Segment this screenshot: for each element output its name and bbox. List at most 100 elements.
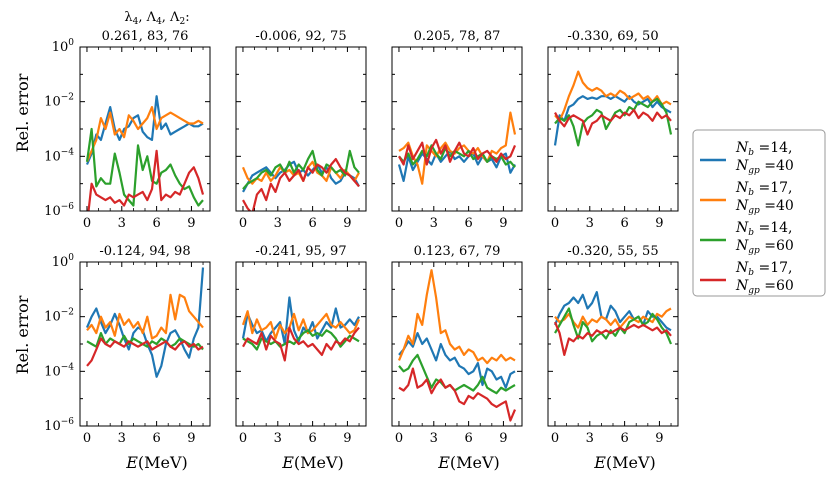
x-tick-label: 9	[343, 216, 351, 231]
panel-title: -0.241, 95, 97	[255, 244, 346, 259]
panel-title: -0.330, 69, 50	[567, 29, 658, 44]
panel-6: 0 3 6 9 -0.241, 95, 97	[235, 244, 367, 446]
series-group	[85, 267, 205, 378]
panel-title: -0.320, 55, 55	[567, 244, 658, 259]
series-line-2	[85, 105, 204, 163]
y-tick-label: 10−6	[44, 202, 74, 219]
series-line-1	[85, 95, 204, 165]
legend-label-nb: Nb =17,	[735, 180, 792, 198]
x-tick-label: 9	[499, 216, 507, 231]
series-line-3	[398, 144, 516, 169]
xlabel-col4: E(MeV)	[593, 453, 656, 472]
x-tick-label: 9	[655, 431, 663, 446]
y-tick-label: 10−2	[44, 93, 74, 110]
panel-5: 0 3 6 9 100 10−2 10−4 10−6 -0.124, 94, 98	[44, 244, 211, 446]
series-line-3	[398, 353, 516, 395]
legend-label-ngp: Ngp =40	[735, 158, 794, 176]
series-line-4	[86, 337, 204, 367]
panel-title: -0.006, 92, 75	[255, 29, 346, 44]
series-line-1	[85, 267, 205, 378]
x-tick-label: 3	[586, 431, 594, 446]
series-line-2	[554, 307, 672, 329]
series-line-1	[397, 149, 516, 182]
x-tick-label: 9	[187, 431, 195, 446]
series-line-1	[553, 95, 672, 146]
ylabel-top: Rel. error	[13, 73, 32, 152]
legend-label-nb: Nb =14,	[735, 220, 792, 238]
xlabel-col1: E(MeV)	[125, 453, 188, 472]
series-group	[553, 291, 673, 356]
xlabel-col3: E(MeV)	[437, 453, 500, 472]
x-tick-label: 0	[239, 431, 247, 446]
x-tick-label: 6	[620, 431, 628, 446]
ylabel-bottom: Rel. error	[13, 295, 32, 374]
x-tick-label: 3	[274, 431, 282, 446]
x-tick-label: 3	[586, 216, 594, 231]
x-tick-label: 3	[430, 216, 438, 231]
panel-title: 0.123, 67, 79	[414, 244, 501, 259]
panel-8: 0 3 6 9 -0.320, 55, 55	[547, 244, 679, 446]
series-group	[241, 149, 360, 211]
series-line-3	[242, 149, 360, 190]
xlabel-col2: E(MeV)	[281, 453, 344, 472]
plot-frame	[391, 46, 523, 212]
y-tick-label: 100	[52, 253, 75, 270]
plot-frame	[235, 46, 367, 212]
x-tick-label: 0	[551, 216, 559, 231]
panel-3: 0 3 6 9 0.205, 78, 87	[391, 29, 523, 231]
x-tick-label: 6	[464, 216, 472, 231]
x-tick-label: 3	[430, 431, 438, 446]
series-line-4	[242, 326, 360, 362]
x-tick-label: 9	[499, 431, 507, 446]
series-line-4	[398, 367, 517, 422]
series-line-4	[398, 138, 517, 166]
x-tick-label: 3	[118, 216, 126, 231]
y-tick-label: 100	[52, 38, 75, 55]
legend-label-ngp: Ngp =60	[735, 238, 794, 256]
panel-4: 0 3 6 9 -0.330, 69, 50	[547, 29, 679, 231]
series-line-1	[242, 160, 360, 193]
panel-title: 0.205, 78, 87	[414, 29, 501, 44]
series-line-1	[398, 332, 516, 389]
series-line-2	[86, 293, 204, 340]
x-tick-label: 0	[395, 431, 403, 446]
panel-grid: 0 3 6 9 100 10−2 10−4 10−6 0.261, 83, 76 0 3 6 9 -0.0…	[44, 29, 679, 446]
x-tick-label: 0	[239, 216, 247, 231]
series-line-2	[554, 70, 672, 122]
series-line-3	[554, 307, 673, 345]
x-tick-label: 6	[152, 431, 160, 446]
y-tick-label: 10−4	[44, 362, 74, 379]
x-tick-label: 6	[152, 216, 160, 231]
series-group	[397, 269, 517, 422]
panel-title: -0.124, 94, 98	[99, 244, 190, 259]
panel-7: 0 3 6 9 0.123, 67, 79	[391, 244, 523, 446]
y-tick-label: 10−4	[44, 147, 74, 164]
legend-label-ngp: Ngp =40	[735, 198, 794, 216]
series-group	[85, 95, 205, 211]
x-tick-label: 9	[187, 216, 195, 231]
series-group	[397, 111, 517, 185]
panel-title: 0.261, 83, 76	[102, 29, 189, 44]
series-line-4	[242, 158, 360, 211]
series-line-2	[397, 269, 516, 365]
x-tick-label: 0	[83, 216, 91, 231]
panel-1: 0 3 6 9 100 10−2 10−4 10−6 0.261, 83, 76	[44, 29, 211, 231]
panel-header-symbols: λ4, Λ4, Λ2:	[124, 10, 189, 27]
x-tick-label: 6	[308, 431, 316, 446]
y-tick-label: 10−6	[44, 417, 74, 434]
x-tick-label: 6	[620, 216, 628, 231]
series-group	[553, 70, 673, 147]
legend-label-nb: Nb =17,	[735, 260, 792, 278]
series-line-4	[553, 321, 672, 356]
series-line-4	[554, 108, 672, 136]
y-tick-label: 10−2	[44, 308, 74, 325]
plot-frame	[547, 46, 679, 212]
series-group	[241, 296, 361, 362]
x-tick-label: 9	[343, 431, 351, 446]
x-tick-label: 6	[308, 216, 316, 231]
panel-2: 0 3 6 9 -0.006, 92, 75	[235, 29, 367, 231]
x-tick-label: 9	[655, 216, 663, 231]
x-tick-label: 0	[551, 431, 559, 446]
